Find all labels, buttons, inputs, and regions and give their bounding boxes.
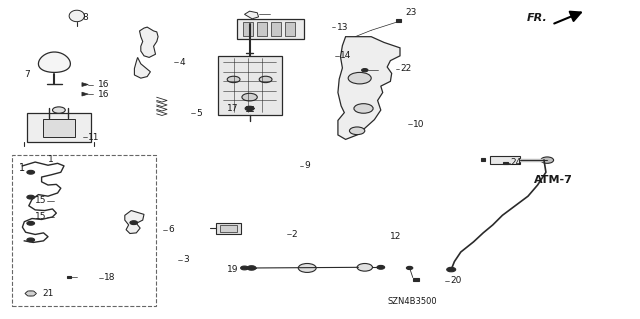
Circle shape — [242, 93, 257, 101]
Circle shape — [26, 291, 35, 296]
Text: 15: 15 — [35, 212, 46, 221]
Bar — [481, 158, 486, 160]
Text: 3: 3 — [183, 256, 189, 264]
Polygon shape — [25, 291, 36, 296]
Text: 21: 21 — [42, 289, 54, 298]
Bar — [490, 156, 520, 164]
Polygon shape — [125, 211, 144, 234]
Text: 4: 4 — [179, 58, 185, 67]
Text: 17: 17 — [227, 104, 238, 113]
Bar — [396, 19, 401, 22]
Text: 7: 7 — [24, 70, 30, 79]
Bar — [243, 22, 253, 36]
Bar — [413, 278, 419, 281]
Text: 15: 15 — [35, 197, 46, 205]
Text: 12: 12 — [390, 232, 401, 241]
Bar — [285, 22, 295, 36]
Polygon shape — [134, 57, 150, 78]
Text: 10: 10 — [413, 120, 424, 129]
Circle shape — [259, 76, 272, 83]
Circle shape — [247, 266, 256, 270]
Text: FR.: FR. — [527, 12, 547, 23]
Text: 11: 11 — [88, 133, 100, 142]
Bar — [504, 162, 508, 164]
Polygon shape — [82, 83, 88, 86]
Bar — [12, 155, 156, 306]
Polygon shape — [338, 37, 400, 139]
Circle shape — [357, 263, 372, 271]
Circle shape — [349, 127, 365, 135]
Bar — [43, 119, 75, 137]
Text: 6: 6 — [168, 225, 174, 234]
Text: SZN4B3500: SZN4B3500 — [388, 297, 438, 306]
Text: 24: 24 — [511, 158, 522, 167]
Text: 9: 9 — [305, 161, 310, 170]
Circle shape — [541, 157, 554, 163]
Circle shape — [241, 266, 248, 270]
Circle shape — [27, 170, 35, 174]
Text: ATM-7: ATM-7 — [534, 175, 573, 185]
Polygon shape — [140, 27, 158, 57]
Bar — [237, 19, 304, 39]
Circle shape — [362, 69, 368, 72]
Text: 8: 8 — [82, 13, 88, 22]
Circle shape — [354, 104, 373, 113]
Circle shape — [27, 221, 35, 225]
Circle shape — [227, 76, 240, 83]
Bar — [216, 223, 241, 234]
Text: 16: 16 — [98, 90, 109, 99]
Bar — [67, 276, 72, 278]
Circle shape — [447, 267, 456, 272]
Polygon shape — [82, 92, 88, 96]
Text: 1: 1 — [19, 163, 26, 173]
Text: 18: 18 — [104, 273, 116, 282]
Bar — [271, 22, 281, 36]
Text: 19: 19 — [227, 265, 238, 274]
Text: 13: 13 — [337, 23, 348, 32]
Circle shape — [27, 195, 35, 199]
Text: 16: 16 — [98, 80, 109, 89]
Text: 22: 22 — [401, 64, 412, 73]
Text: 5: 5 — [196, 109, 202, 118]
Text: 2: 2 — [292, 230, 298, 239]
Polygon shape — [244, 11, 259, 19]
Text: 1: 1 — [48, 155, 54, 164]
Bar — [220, 225, 237, 232]
Bar — [257, 22, 267, 36]
Polygon shape — [69, 10, 84, 22]
Circle shape — [245, 106, 254, 111]
Circle shape — [348, 72, 371, 84]
Circle shape — [52, 107, 65, 113]
Polygon shape — [38, 52, 70, 72]
Bar — [218, 56, 282, 115]
Text: 23: 23 — [406, 8, 417, 17]
Text: 20: 20 — [450, 276, 461, 285]
Circle shape — [27, 238, 35, 242]
Circle shape — [130, 221, 138, 225]
Circle shape — [406, 266, 413, 270]
Text: 14: 14 — [340, 51, 351, 60]
Bar — [27, 113, 91, 142]
Circle shape — [377, 265, 385, 269]
Circle shape — [298, 263, 316, 272]
